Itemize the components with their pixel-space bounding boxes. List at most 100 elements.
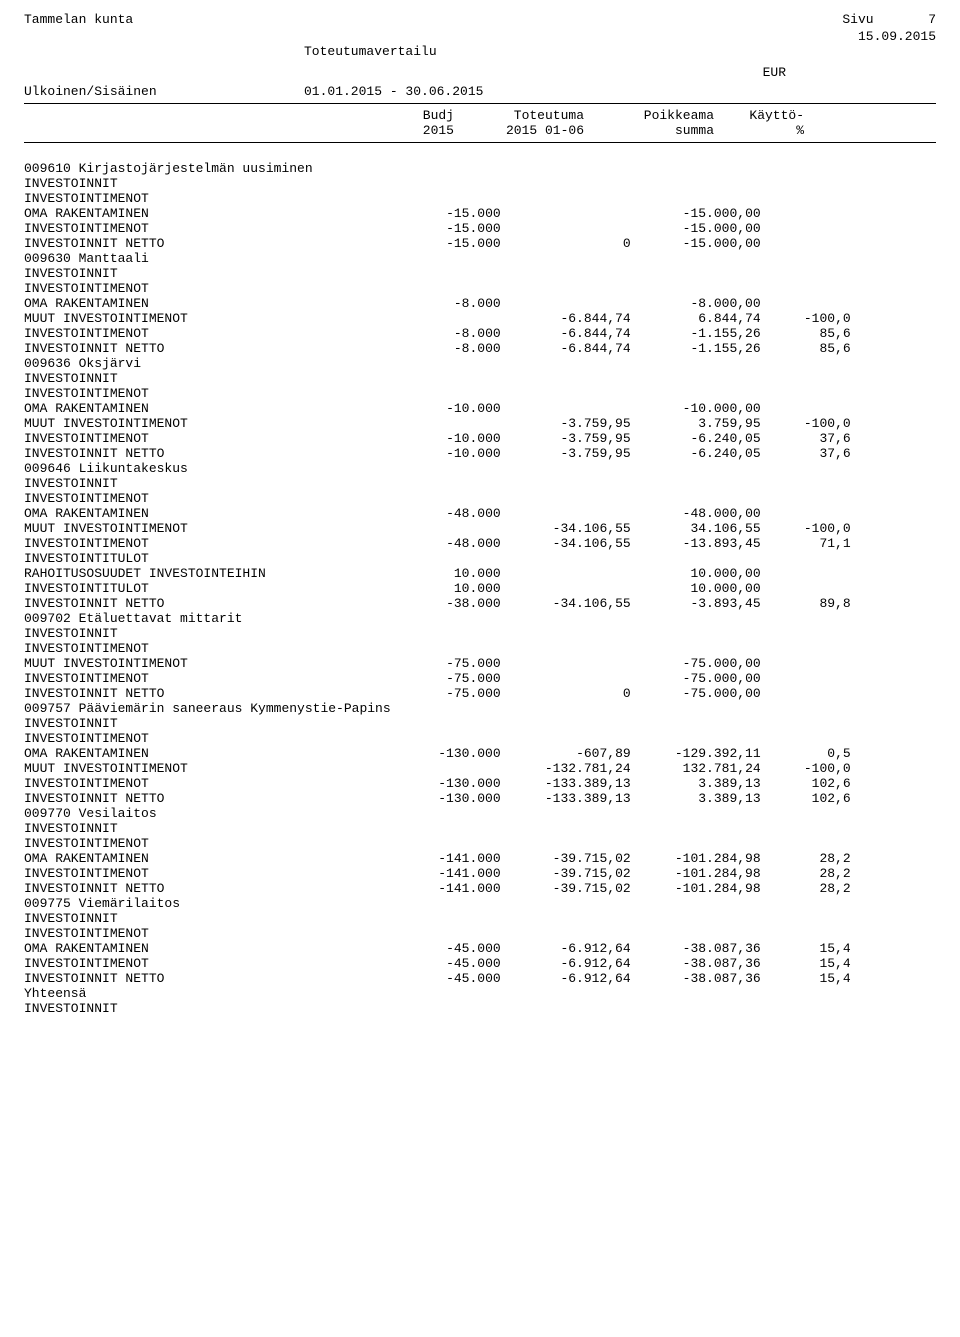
cell-c1: -45.000	[391, 941, 501, 956]
cell-c2	[501, 926, 631, 941]
row-label: INVESTOINNIT NETTO	[24, 446, 391, 461]
cell-c3: -13.893,45	[631, 536, 761, 551]
row-label: MUUT INVESTOINTIMENOT	[24, 656, 391, 671]
cell-c3	[631, 911, 761, 926]
cell-c2	[501, 836, 631, 851]
cell-c4	[761, 401, 851, 416]
cell-c3	[631, 836, 761, 851]
row-label: MUUT INVESTOINTIMENOT	[24, 416, 391, 431]
cell-c4	[761, 506, 851, 521]
cell-c4	[761, 206, 851, 221]
table-row: OMA RAKENTAMINEN-141.000-39.715,02-101.2…	[24, 851, 936, 866]
cell-c2	[501, 566, 631, 581]
report-date: 15.09.2015	[858, 29, 936, 44]
cell-c2: -6.844,74	[501, 341, 631, 356]
table-row: INVESTOINTIMENOT-15.000-15.000,00	[24, 221, 936, 236]
cell-c1: -141.000	[391, 881, 501, 896]
cell-c2: -3.759,95	[501, 416, 631, 431]
table-row: 009610 Kirjastojärjestelmän uusiminen	[24, 161, 936, 176]
cell-c4	[761, 656, 851, 671]
cell-c1	[391, 731, 501, 746]
cell-c3	[631, 821, 761, 836]
table-row: INVESTOINNIT NETTO-45.000-6.912,64-38.08…	[24, 971, 936, 986]
table-row: INVESTOINNIT	[24, 911, 936, 926]
cell-c2	[501, 356, 631, 371]
row-label: OMA RAKENTAMINEN	[24, 401, 391, 416]
table-row: OMA RAKENTAMINEN-48.000-48.000,00	[24, 506, 936, 521]
cell-c4: 85,6	[761, 341, 851, 356]
row-label: 009775 Viemärilaitos	[24, 896, 391, 911]
row-label: INVESTOINTIMENOT	[24, 956, 391, 971]
row-label: INVESTOINNIT NETTO	[24, 791, 391, 806]
cell-c3	[631, 281, 761, 296]
cell-c4	[761, 281, 851, 296]
row-label: INVESTOINNIT NETTO	[24, 881, 391, 896]
cell-c1: -75.000	[391, 656, 501, 671]
cell-c2	[501, 251, 631, 266]
table-row: 009757 Pääviemärin saneeraus Kymmenystie…	[24, 701, 936, 716]
cell-c4: 85,6	[761, 326, 851, 341]
cell-c4	[761, 476, 851, 491]
cell-c2: -6.844,74	[501, 311, 631, 326]
cell-c2	[501, 371, 631, 386]
table-row: INVESTOINTIMENOT-10.000-3.759,95-6.240,0…	[24, 431, 936, 446]
period-label: 01.01.2015 - 30.06.2015	[304, 84, 483, 99]
cell-c3	[631, 191, 761, 206]
cell-c2: -6.844,74	[501, 326, 631, 341]
cell-c4	[761, 911, 851, 926]
table-row	[24, 147, 936, 161]
row-label: MUUT INVESTOINTIMENOT	[24, 311, 391, 326]
table-row: INVESTOINNIT NETTO-141.000-39.715,02-101…	[24, 881, 936, 896]
cell-c3	[631, 641, 761, 656]
row-label: INVESTOINNIT	[24, 476, 391, 491]
cell-c3	[631, 896, 761, 911]
cell-c4: 37,6	[761, 446, 851, 461]
cell-c4	[761, 221, 851, 236]
cell-c1	[391, 281, 501, 296]
row-label: INVESTOINNIT	[24, 1001, 391, 1016]
cell-c2: -34.106,55	[501, 521, 631, 536]
cell-c2: 0	[501, 236, 631, 251]
cell-c1	[391, 1001, 501, 1016]
row-label: INVESTOINTIMENOT	[24, 326, 391, 341]
cell-c1: -75.000	[391, 686, 501, 701]
cell-c3	[631, 371, 761, 386]
cell-c3	[631, 731, 761, 746]
cell-c3: 6.844,74	[631, 311, 761, 326]
row-label: RAHOITUSOSUUDET INVESTOINTEIHIN	[24, 566, 391, 581]
table-row: INVESTOINTIMENOT-45.000-6.912,64-38.087,…	[24, 956, 936, 971]
table-row: 009630 Manttaali	[24, 251, 936, 266]
cell-c3	[631, 476, 761, 491]
cell-c2	[501, 821, 631, 836]
cell-c1	[391, 611, 501, 626]
row-label: INVESTOINNIT	[24, 626, 391, 641]
col-toteutuma: Toteutuma	[454, 108, 584, 123]
cell-c4	[761, 626, 851, 641]
cell-c1	[391, 491, 501, 506]
table-row: MUUT INVESTOINTIMENOT-34.106,5534.106,55…	[24, 521, 936, 536]
cell-c2	[501, 281, 631, 296]
table-row: INVESTOINTIMENOT	[24, 386, 936, 401]
cell-c2: -3.759,95	[501, 431, 631, 446]
cell-c2	[501, 731, 631, 746]
table-row: RAHOITUSOSUUDET INVESTOINTEIHIN10.00010.…	[24, 566, 936, 581]
cell-c3: -15.000,00	[631, 236, 761, 251]
cell-c3	[631, 176, 761, 191]
cell-c4	[761, 836, 851, 851]
row-label: INVESTOINTIMENOT	[24, 191, 391, 206]
cell-c1: -8.000	[391, 326, 501, 341]
cell-c1	[391, 806, 501, 821]
cell-c4: 102,6	[761, 776, 851, 791]
table-row: 009775 Viemärilaitos	[24, 896, 936, 911]
cell-c2	[501, 806, 631, 821]
cell-c1: -141.000	[391, 866, 501, 881]
cell-c3	[631, 1001, 761, 1016]
table-row: INVESTOINTITULOT10.00010.000,00	[24, 581, 936, 596]
cell-c1: -48.000	[391, 536, 501, 551]
cell-c1	[391, 476, 501, 491]
cell-c1: 10.000	[391, 566, 501, 581]
cell-c2: -133.389,13	[501, 791, 631, 806]
cell-c3: -129.392,11	[631, 746, 761, 761]
cell-c3	[631, 551, 761, 566]
cell-c3: -75.000,00	[631, 656, 761, 671]
